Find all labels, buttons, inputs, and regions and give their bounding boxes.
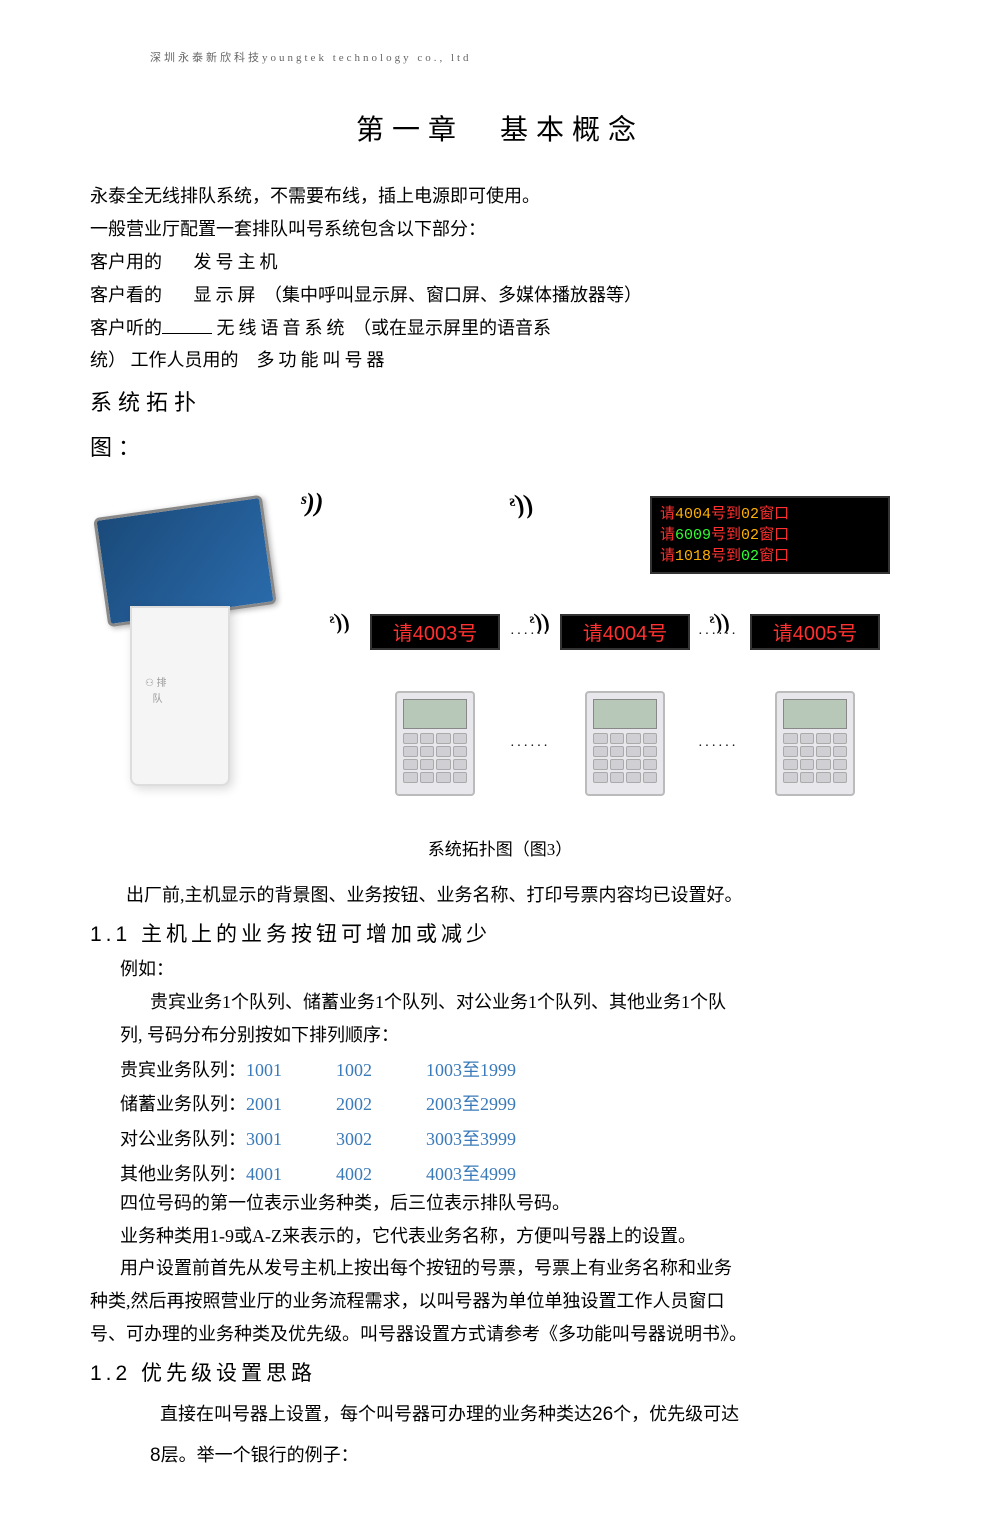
- dots: ······: [510, 736, 550, 758]
- queue-row-2: 储蓄业务队列：200120022003至2999: [120, 1090, 910, 1119]
- signal-icon: ˢ)): [300, 482, 323, 524]
- topology-diagram: ⚇ 排 队 ˢ)) ((ˢ 请4004号到02窗口 请6009号到02窗口 请1…: [90, 476, 910, 816]
- kiosk-illustration: ⚇ 排 队: [90, 496, 290, 796]
- keypad-2: [585, 691, 665, 796]
- queue-row-1: 贵宾业务队列：100110021003至1999: [120, 1056, 910, 1085]
- mini-led-3: 请4005号: [750, 614, 880, 650]
- s12-p2: 8层。举一个银行的例子：: [150, 1441, 910, 1471]
- intro-line4: 统） 工作人员用的 多功能叫号器: [90, 346, 910, 375]
- body-p4: 用户设置前首先从发号主机上按出每个按钮的号票，号票上有业务名称和业务: [120, 1254, 910, 1283]
- body-p6: 号、可办理的业务种类及优先级。叫号器设置方式请参考《多功能叫号器说明书》。: [90, 1320, 910, 1349]
- figure-caption: 系统拓扑图（图3）: [90, 836, 910, 863]
- dots: ······: [698, 736, 738, 758]
- signal-icon: ((ˢ: [510, 484, 533, 526]
- intro-p1: 永泰全无线排队系统，不需要布线，插上电源即可使用。: [90, 182, 910, 211]
- body-p1: 出厂前,主机显示的背景图、业务按钮、业务名称、打印号票内容均已设置好。: [90, 881, 910, 910]
- intro-p2: 一般营业厅配置一套排队叫号系统包含以下部分：: [90, 215, 910, 244]
- mini-led-2: 请4004号: [560, 614, 690, 650]
- s11-p1: 贵宾业务1个队列、储蓄业务1个队列、对公业务1个队列、其他业务1个队: [150, 988, 910, 1017]
- dots: ······: [510, 624, 550, 646]
- company-header: 深圳永泰新欣科技youngtek technology co., ltd: [150, 50, 910, 68]
- s12-p1: 直接在叫号器上设置，每个叫号器可办理的业务种类达26个，优先级可达: [160, 1400, 910, 1430]
- keypad-1: [395, 691, 475, 796]
- topology-subtitle-2: 图：: [90, 430, 910, 465]
- topology-subtitle-1: 系统拓扑: [90, 385, 910, 420]
- example-label: 例如：: [120, 955, 910, 984]
- body-p3: 业务种类用1-9或A-Z来表示的，它代表业务名称，方便叫号器上的设置。: [120, 1222, 910, 1251]
- keypad-3: [775, 691, 855, 796]
- s11-p1b: 列, 号码分布分别按如下排列顺序：: [120, 1021, 910, 1050]
- chapter-title: 第一章 基本概念: [90, 108, 910, 153]
- intro-line3: 客户听的 无线语音系统 （或在显示屏里的语音系: [90, 314, 910, 343]
- section-1-1-title: 1.1 主机上的业务按钮可增加或减少: [90, 918, 910, 952]
- led-display-big: 请4004号到02窗口 请6009号到02窗口 请1018号到02窗口: [650, 496, 890, 574]
- section-1-2-title: 1.2 优先级设置思路: [90, 1357, 910, 1391]
- dots: ······: [698, 624, 738, 646]
- intro-line2: 客户看的 显示屏 （集中呼叫显示屏、窗口屏、多媒体播放器等）: [90, 281, 910, 310]
- intro-line1: 客户用的 发号主机: [90, 248, 910, 277]
- signal-icon: ((ˢ: [330, 604, 350, 639]
- queue-row-4: 其他业务队列：400140024003至4999: [120, 1160, 910, 1189]
- body-p2: 四位号码的第一位表示业务种类，后三位表示排队号码。: [120, 1189, 910, 1218]
- body-p5: 种类,然后再按照营业厅的业务流程需求，以叫号器为单位单独设置工作人员窗口: [90, 1287, 910, 1316]
- queue-row-3: 对公业务队列：300130023003至3999: [120, 1125, 910, 1154]
- mini-led-1: 请4003号: [370, 614, 500, 650]
